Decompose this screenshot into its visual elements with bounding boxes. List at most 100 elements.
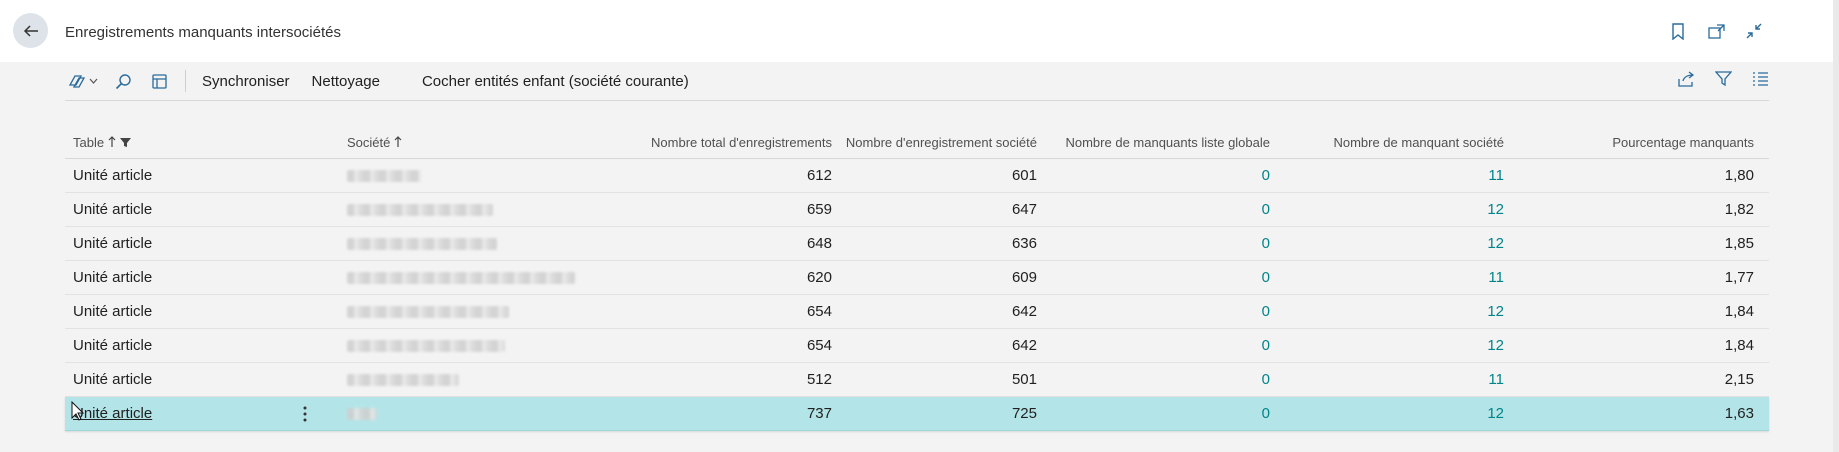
cell-missing-company[interactable]: 12: [1487, 201, 1504, 218]
arrow-left-icon: [23, 24, 38, 37]
open-new-window-icon[interactable]: [1707, 22, 1725, 40]
edit-list-icon[interactable]: [143, 62, 175, 100]
cell-percent: 1,85: [1724, 235, 1754, 252]
cell-company-records: 609: [1011, 269, 1037, 286]
cell-societe[interactable]: [347, 261, 575, 294]
table-row[interactable]: Unité article 612 601 0 11 1,80: [65, 159, 1769, 193]
cell-missing-global[interactable]: 0: [1261, 201, 1270, 218]
cell-table[interactable]: Unité article: [73, 303, 153, 320]
redacted-company: [347, 407, 377, 420]
column-header-missing-company[interactable]: Nombre de manquant société: [1333, 134, 1504, 150]
bookmark-icon[interactable]: [1669, 22, 1687, 40]
cell-table[interactable]: Unité article: [73, 371, 153, 388]
sort-up-icon: [394, 136, 402, 147]
cell-company-records: 725: [1011, 405, 1037, 422]
cell-missing-company[interactable]: 11: [1488, 371, 1504, 388]
cell-percent: 1,63: [1724, 405, 1754, 422]
column-header-percent-missing[interactable]: Pourcentage manquants: [1612, 134, 1754, 150]
cell-missing-company[interactable]: 12: [1487, 337, 1504, 354]
cell-table[interactable]: Unité article: [73, 201, 153, 218]
cell-societe[interactable]: [347, 159, 421, 192]
page-title: Enregistrements manquants intersociétés: [65, 24, 341, 41]
column-header-societe[interactable]: Société: [347, 126, 402, 158]
cell-missing-global[interactable]: 0: [1261, 405, 1270, 422]
cell-table[interactable]: Unité article: [73, 269, 153, 286]
cell-missing-company[interactable]: 11: [1488, 167, 1504, 184]
cell-table[interactable]: Unité article: [73, 235, 153, 252]
column-header-total-records[interactable]: Nombre total d'enregistrements: [651, 134, 832, 150]
cell-table[interactable]: Unité article: [73, 405, 153, 422]
table-row[interactable]: Unité article 512 501 0 11 2,15: [65, 363, 1769, 397]
collapse-icon[interactable]: [1745, 22, 1763, 40]
cell-percent: 2,15: [1724, 371, 1754, 388]
cell-total: 512: [806, 371, 832, 388]
cell-percent: 1,77: [1724, 269, 1754, 286]
cell-total: 648: [806, 235, 832, 252]
filter-icon[interactable]: [1714, 70, 1733, 92]
cell-societe[interactable]: [347, 295, 509, 328]
check-child-entities-button[interactable]: Cocher entités enfant (société courante): [421, 72, 689, 90]
cell-table[interactable]: Unité article: [73, 337, 153, 354]
cell-company-records: 601: [1011, 167, 1037, 184]
title-bar: Enregistrements manquants intersociétés: [0, 0, 1839, 62]
cell-table[interactable]: Unité article: [73, 167, 153, 184]
cell-total: 659: [806, 201, 832, 218]
column-header-company-records[interactable]: Nombre d'enregistrement société: [845, 134, 1037, 150]
cell-missing-company[interactable]: 12: [1487, 405, 1504, 422]
table-row-selected[interactable]: Unité article 737 725 0 12 1,63: [65, 397, 1769, 431]
redacted-company: [347, 373, 459, 386]
table-row[interactable]: Unité article 620 609 0 11 1,77: [65, 261, 1769, 295]
cell-societe[interactable]: [347, 227, 497, 260]
table-row[interactable]: Unité article 654 642 0 12 1,84: [65, 329, 1769, 363]
cell-missing-global[interactable]: 0: [1261, 337, 1270, 354]
cell-missing-global[interactable]: 0: [1261, 167, 1270, 184]
column-header-table[interactable]: Table: [73, 126, 132, 158]
cell-percent: 1,82: [1724, 201, 1754, 218]
cell-percent: 1,80: [1724, 167, 1754, 184]
cell-missing-company[interactable]: 12: [1487, 303, 1504, 320]
scrollbar[interactable]: [1833, 0, 1839, 452]
cell-missing-global[interactable]: 0: [1261, 371, 1270, 388]
cell-percent: 1,84: [1724, 337, 1754, 354]
filter-icon: [120, 137, 132, 147]
cell-missing-global[interactable]: 0: [1261, 235, 1270, 252]
cell-total: 737: [806, 405, 832, 422]
toolbar-divider: [185, 70, 186, 92]
cell-missing-company[interactable]: 12: [1487, 235, 1504, 252]
mouse-cursor-icon: [71, 401, 85, 421]
share-icon[interactable]: [1677, 70, 1695, 92]
sort-up-icon: [108, 136, 116, 147]
cell-societe[interactable]: [347, 397, 377, 430]
cell-company-records: 501: [1011, 371, 1037, 388]
redacted-company: [347, 203, 493, 216]
table-row[interactable]: Unité article 654 642 0 12 1,84: [65, 295, 1769, 329]
cell-missing-global[interactable]: 0: [1261, 269, 1270, 286]
row-actions-kebab-icon[interactable]: [303, 397, 307, 430]
table-row[interactable]: Unité article 659 647 0 12 1,82: [65, 193, 1769, 227]
list-view-icon[interactable]: [1752, 71, 1769, 91]
table-row[interactable]: Unité article 648 636 0 12 1,85: [65, 227, 1769, 261]
cell-societe[interactable]: [347, 363, 459, 396]
back-button[interactable]: [13, 13, 48, 48]
cell-total: 654: [806, 337, 832, 354]
redacted-company: [347, 339, 505, 352]
cell-company-records: 642: [1011, 337, 1037, 354]
cell-societe[interactable]: [347, 193, 493, 226]
cell-missing-company[interactable]: 11: [1488, 269, 1504, 286]
nettoyage-button[interactable]: Nettoyage: [311, 72, 380, 90]
redacted-company: [347, 169, 421, 182]
synchroniser-button[interactable]: Synchroniser: [202, 72, 290, 90]
action-bar: Synchroniser Nettoyage Cocher entités en…: [65, 62, 1769, 101]
cell-total: 612: [806, 167, 832, 184]
cell-percent: 1,84: [1724, 303, 1754, 320]
cell-company-records: 642: [1011, 303, 1037, 320]
cell-societe[interactable]: [347, 329, 505, 362]
redacted-company: [347, 237, 497, 250]
cell-total: 654: [806, 303, 832, 320]
copilot-icon[interactable]: [65, 62, 101, 100]
cell-missing-global[interactable]: 0: [1261, 303, 1270, 320]
search-icon[interactable]: [107, 62, 139, 100]
records-table: Table Société Nombre total d'enregistrem…: [65, 126, 1769, 431]
column-header-missing-global[interactable]: Nombre de manquants liste globale: [1065, 134, 1270, 150]
table-header: Table Société Nombre total d'enregistrem…: [65, 126, 1769, 159]
